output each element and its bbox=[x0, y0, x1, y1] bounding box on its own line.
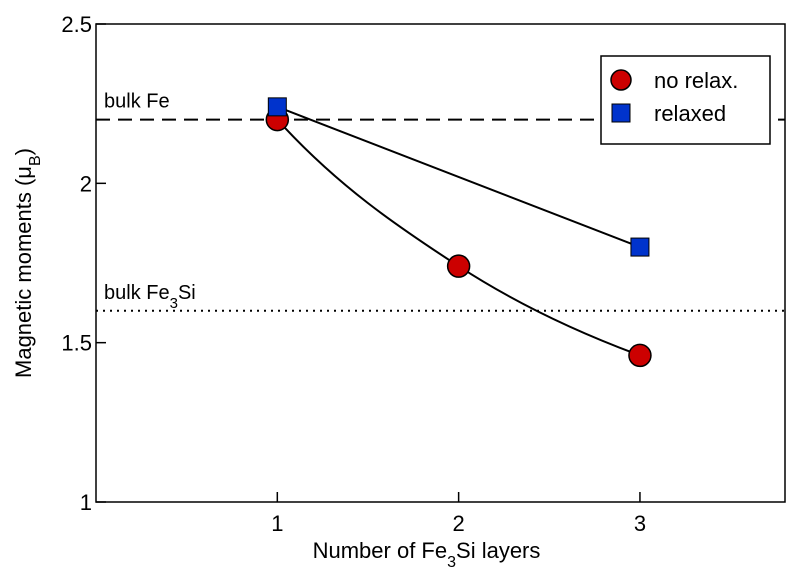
series-line-relaxed bbox=[276, 105, 641, 248]
plot-border bbox=[95, 23, 786, 503]
marker-relaxed bbox=[267, 97, 287, 117]
reference-line-label: bulk Fe bbox=[104, 91, 170, 113]
y-tick-label: 2 bbox=[80, 171, 92, 196]
marker-relaxed bbox=[630, 237, 650, 257]
legend-label-relaxed: relaxed bbox=[654, 101, 726, 126]
marker-no-relax bbox=[446, 254, 471, 278]
legend-box bbox=[600, 55, 771, 145]
series-markers bbox=[265, 97, 652, 368]
series-line-no-relax bbox=[276, 118, 641, 357]
x-axis-label: Number of Fe3Si layers bbox=[313, 538, 541, 567]
y-tick-label: 2.5 bbox=[61, 12, 92, 37]
y-tick-label: 1.5 bbox=[61, 331, 92, 356]
x-tick-label: 2 bbox=[453, 511, 465, 536]
series-lines bbox=[276, 105, 641, 357]
axis-ticks: 1 1.5 2 2.5 1 2 3 bbox=[61, 12, 646, 536]
legend: no relax. relaxed bbox=[600, 55, 771, 145]
plot-frame bbox=[95, 23, 786, 503]
x-tick-label: 3 bbox=[634, 511, 646, 536]
legend-marker-relaxed bbox=[611, 103, 631, 123]
legend-marker-no-relax bbox=[610, 69, 632, 91]
y-axis-label: Magnetic moments (μB) bbox=[11, 148, 44, 378]
reference-line-label: bulk Fe3Si bbox=[104, 282, 196, 312]
legend-label-no-relax: no relax. bbox=[654, 68, 738, 93]
marker-no-relax bbox=[628, 343, 652, 368]
y-tick-label: 1 bbox=[80, 490, 92, 515]
x-tick-label: 1 bbox=[271, 511, 283, 536]
